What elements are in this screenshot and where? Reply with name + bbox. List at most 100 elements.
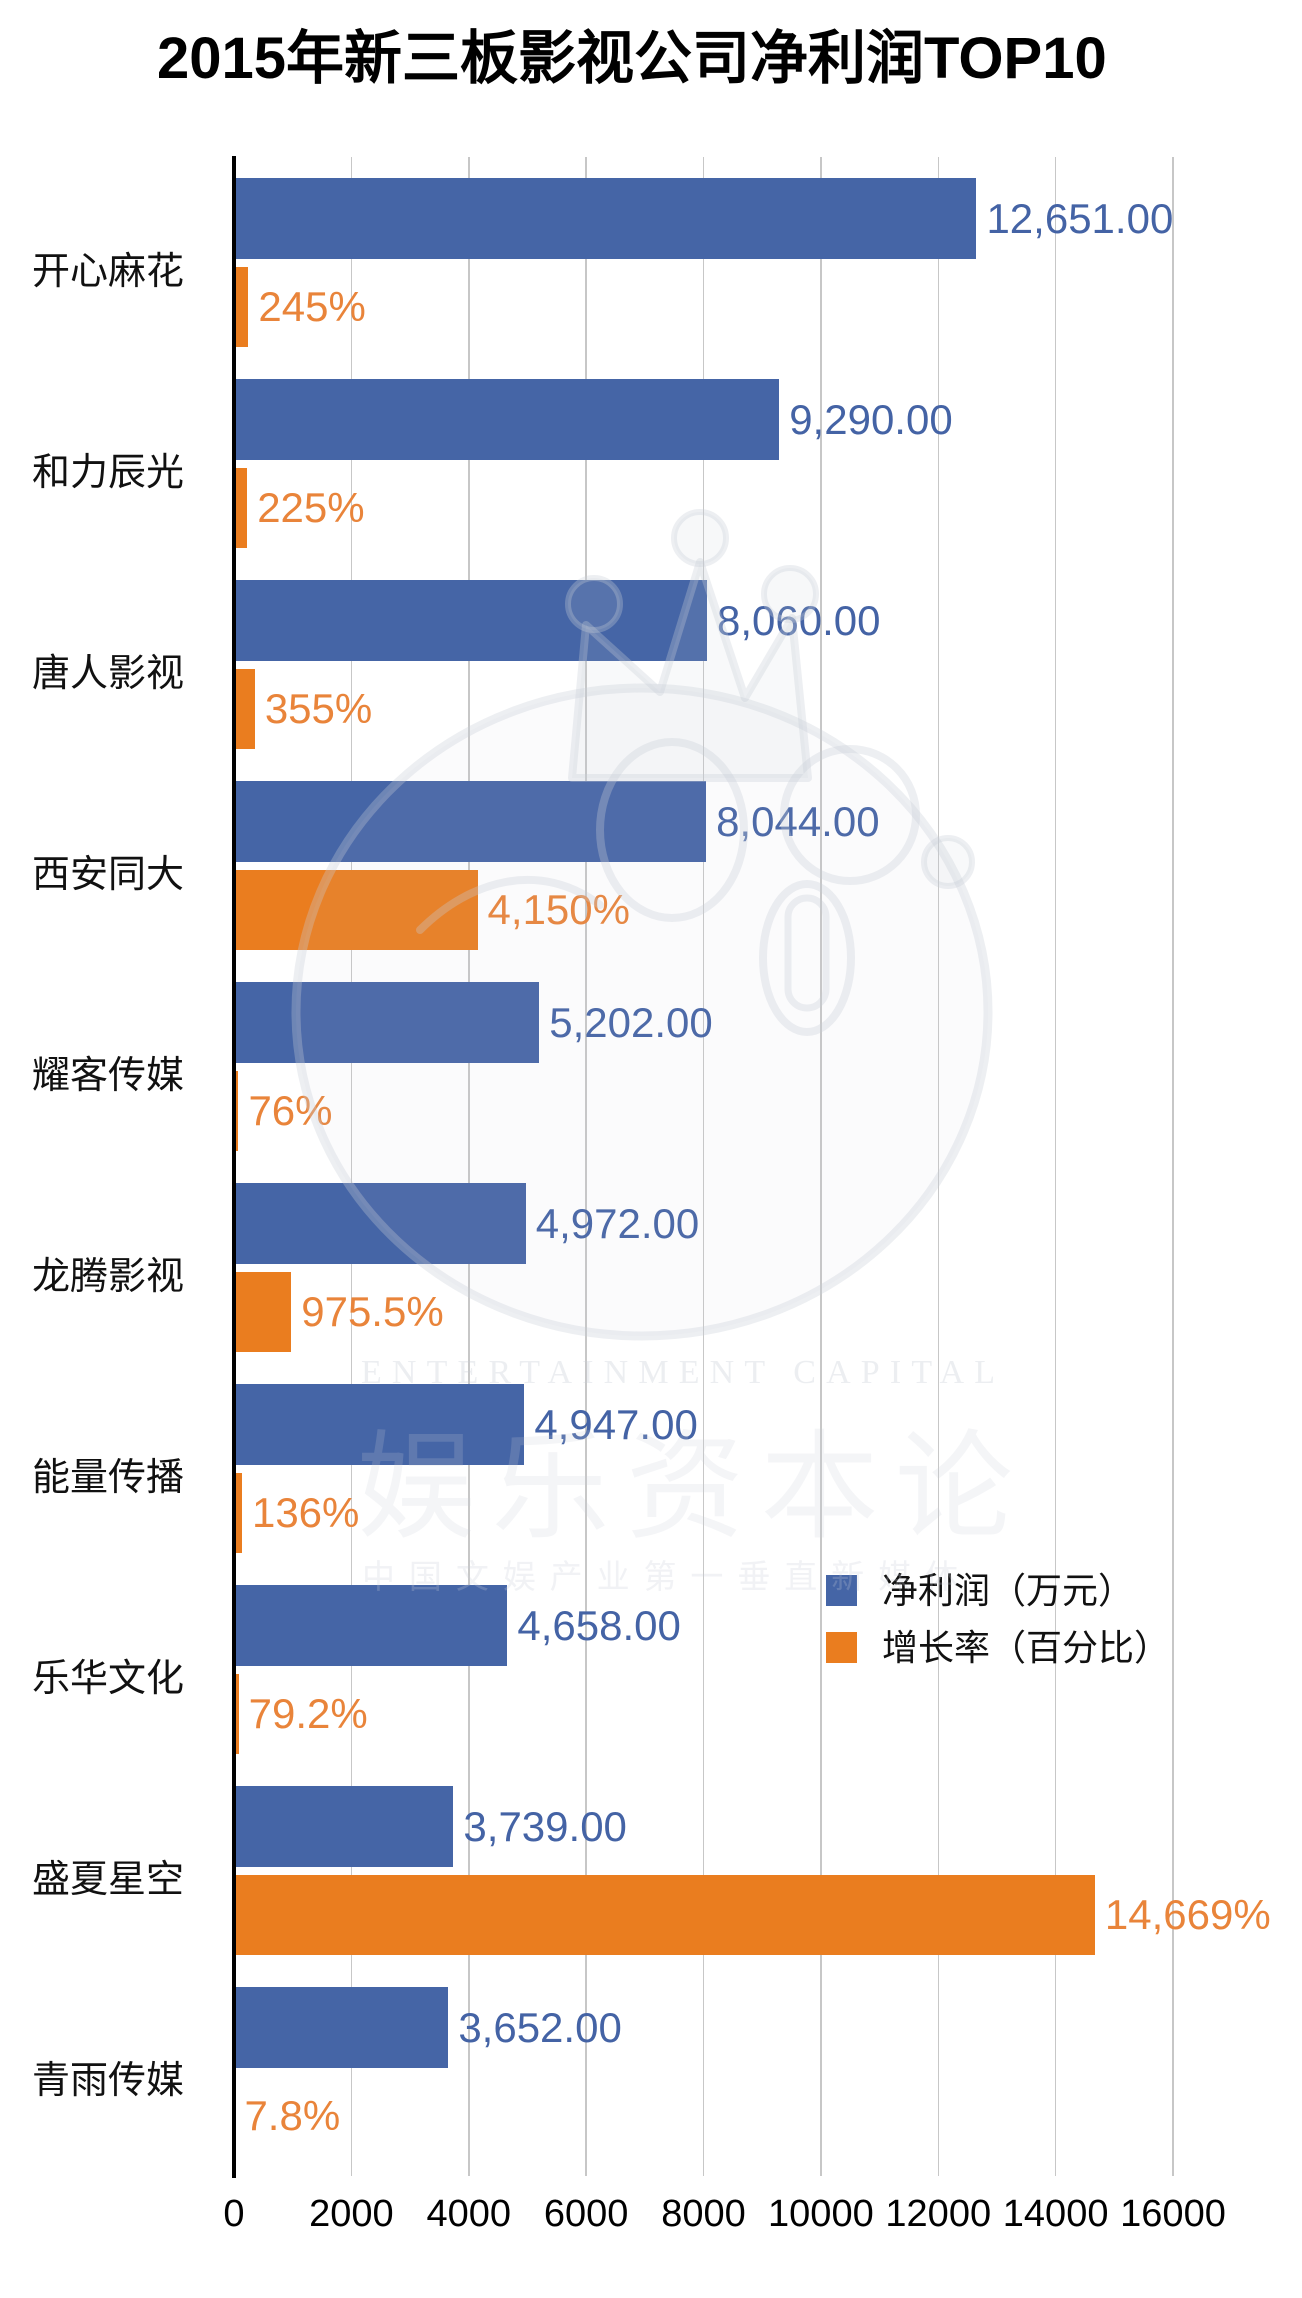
growth-rate-bar	[234, 870, 478, 950]
growth-rate-value-label: 355%	[264, 685, 373, 732]
net-profit-bar-group: 9,290.00	[234, 379, 953, 460]
category-label: 龙腾影视	[32, 1255, 185, 1298]
legend-swatch-orange-icon	[826, 1632, 857, 1663]
x-tick-label: 8000	[661, 2193, 746, 2235]
x-axis-tick-labels: 0 2000 4000 6000 8000 10000 12000 14000 …	[223, 2192, 1225, 2236]
category-label: 唐人影视	[32, 652, 185, 695]
chart-row: 能量传播 4,947.00 136%	[0, 1384, 1302, 1585]
net-profit-bar	[234, 1987, 449, 2068]
net-profit-bar-group: 3,739.00	[234, 1786, 627, 1867]
net-profit-bar-group: 4,972.00	[234, 1183, 699, 1264]
gridline	[350, 157, 353, 2176]
chart-row: 唐人影视 8,060.00 355%	[0, 580, 1302, 781]
x-tick-label: 12000	[885, 2193, 992, 2235]
gridline	[585, 157, 587, 2176]
chart-row: 盛夏星空 3,739.00 14,669%	[0, 1786, 1302, 1987]
growth-rate-value-label: 136%	[251, 1489, 360, 1536]
growth-rate-bar	[234, 1875, 1095, 1955]
growth-rate-value-label: 7.8%	[244, 2092, 341, 2139]
net-profit-value-label: 12,651.00	[986, 194, 1174, 242]
net-profit-value-label: 4,947.00	[534, 1400, 698, 1448]
chart-legend: 净利润（万元） 增长率（百分比）	[826, 1573, 1171, 1689]
gridline	[1172, 157, 1174, 2176]
net-profit-bar	[234, 1384, 525, 1465]
x-tick-label: 2000	[309, 2193, 394, 2235]
net-profit-bar	[234, 178, 977, 259]
x-tick-label: 10000	[768, 2193, 874, 2235]
chart-row: 龙腾影视 4,972.00 975.5%	[0, 1183, 1302, 1384]
gridline	[937, 157, 939, 2176]
category-label: 盛夏星空	[32, 1858, 185, 1901]
legend-label: 增长率（百分比）	[882, 1627, 1171, 1668]
bar-rows: 开心麻花 12,651.00 245% 和力辰光 9,290.00 225% 唐…	[0, 178, 1302, 2188]
growth-rate-bar-group: 225%	[234, 468, 365, 548]
net-profit-value-label: 5,202.00	[549, 998, 713, 1046]
legend-swatch-blue-icon	[826, 1575, 857, 1606]
chart-row: 青雨传媒 3,652.00 7.8%	[0, 1987, 1302, 2188]
growth-rate-bar	[234, 669, 255, 749]
growth-rate-bar-group: 4,150%	[234, 870, 630, 950]
growth-rate-bar-group: 14,669%	[234, 1875, 1271, 1955]
legend-item-growth-rate: 增长率（百分比）	[826, 1627, 1171, 1668]
growth-rate-bar	[234, 1272, 292, 1352]
net-profit-bar	[234, 379, 780, 460]
x-tick-label: 6000	[543, 2193, 629, 2235]
x-tick-label: 4000	[426, 2193, 512, 2235]
category-label: 青雨传媒	[32, 2059, 185, 2102]
growth-rate-bar-group: 7.8%	[234, 2076, 340, 2156]
net-profit-bar	[234, 982, 540, 1063]
net-profit-value-label: 8,060.00	[717, 596, 881, 644]
gridline	[1054, 157, 1057, 2176]
net-profit-bar	[234, 781, 707, 862]
net-profit-bar	[234, 1183, 526, 1264]
category-label: 乐华文化	[32, 1657, 185, 1700]
growth-rate-bar	[234, 267, 249, 347]
net-profit-bar	[234, 1786, 454, 1867]
net-profit-bar-group: 4,658.00	[234, 1585, 681, 1666]
growth-rate-bar-group: 975.5%	[234, 1272, 444, 1352]
growth-rate-value-label: 79.2%	[248, 1690, 368, 1737]
growth-rate-value-label: 225%	[257, 484, 365, 531]
category-label: 开心麻花	[32, 250, 185, 293]
category-label: 西安同大	[32, 853, 185, 896]
chart-row: 西安同大 8,044.00 4,150%	[0, 781, 1302, 982]
growth-rate-bar	[234, 468, 248, 548]
net-profit-bar-group: 8,044.00	[234, 781, 880, 862]
x-tick-label: 14000	[1002, 2193, 1109, 2235]
growth-rate-bar-group: 79.2%	[234, 1674, 368, 1754]
net-profit-bar-group: 3,652.00	[234, 1987, 622, 2068]
growth-rate-bar-group: 245%	[234, 267, 366, 347]
growth-rate-bar-group: 355%	[234, 669, 372, 749]
growth-rate-bar	[234, 1473, 242, 1553]
gridlines	[234, 157, 1174, 2176]
chart-row: 耀客传媒 5,202.00 76%	[0, 982, 1302, 1183]
growth-rate-bar	[234, 1674, 239, 1754]
growth-rate-bar-group: 76%	[234, 1071, 333, 1151]
x-tick-label: 0	[223, 2193, 245, 2235]
growth-rate-value-label: 4,150%	[487, 886, 630, 933]
chart-title: 2015年新三板影视公司净利润TOP10	[157, 26, 1107, 91]
net-profit-value-label: 3,739.00	[463, 1802, 627, 1850]
net-profit-value-label: 9,290.00	[789, 395, 953, 443]
net-profit-value-label: 4,972.00	[535, 1199, 700, 1247]
net-profit-value-label: 8,044.00	[716, 797, 880, 845]
gridline	[468, 157, 470, 2176]
net-profit-bar-group: 4,947.00	[234, 1384, 698, 1465]
growth-rate-value-label: 975.5%	[301, 1288, 444, 1335]
net-profit-bar	[234, 1585, 508, 1666]
chart-row: 开心麻花 12,651.00 245%	[0, 178, 1302, 379]
net-profit-bar	[234, 580, 708, 661]
category-label: 和力辰光	[32, 451, 185, 494]
net-profit-bar-group: 8,060.00	[234, 580, 881, 661]
growth-rate-value-label: 76%	[248, 1087, 333, 1134]
chart-row: 乐华文化 4,658.00 79.2%	[0, 1585, 1302, 1786]
category-label: 耀客传媒	[32, 1054, 185, 1097]
growth-rate-bar-group: 136%	[234, 1473, 359, 1553]
y-axis-line	[232, 156, 236, 2178]
gridline	[702, 157, 705, 2176]
net-profit-value-label: 3,652.00	[458, 2003, 622, 2051]
category-label: 能量传播	[32, 1456, 185, 1499]
x-tick-label: 16000	[1120, 2193, 1226, 2235]
net-profit-value-label: 4,658.00	[517, 1601, 681, 1649]
growth-rate-value-label: 245%	[258, 283, 366, 330]
